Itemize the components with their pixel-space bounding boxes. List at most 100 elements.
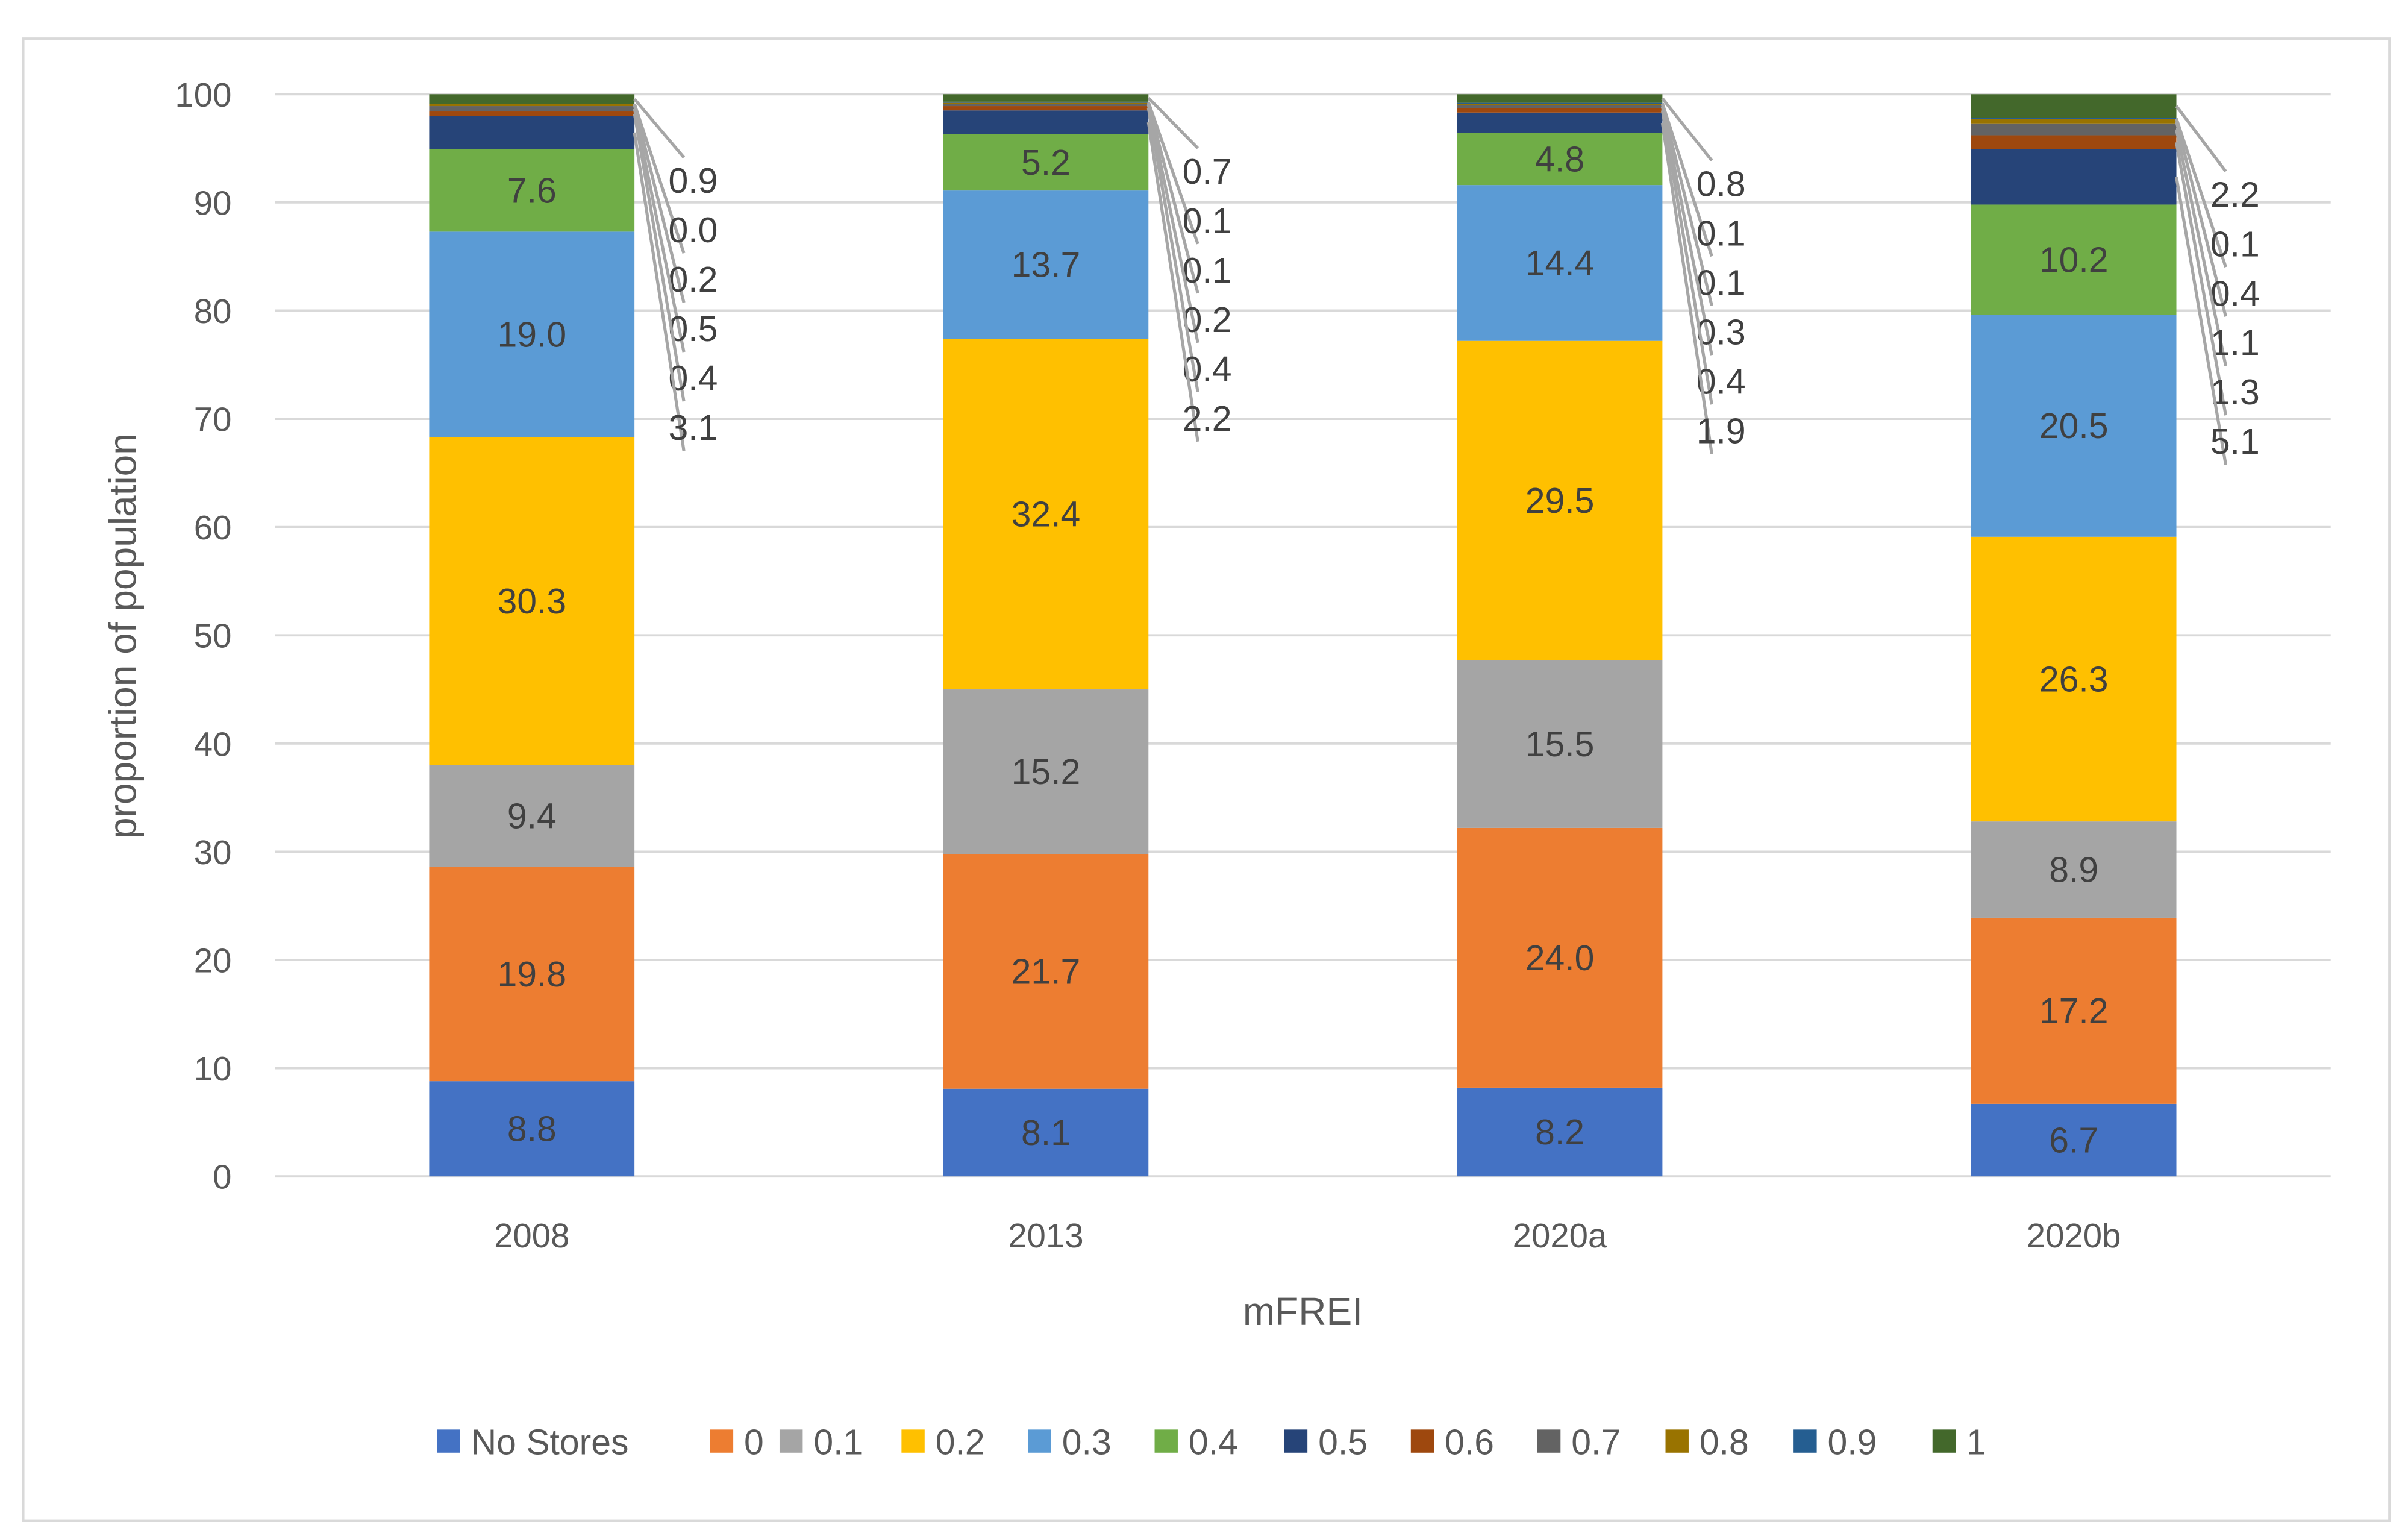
legend-label: 0.4 [1189, 1423, 1238, 1462]
legend-swatch [1028, 1429, 1051, 1453]
data-label: 5.2 [1021, 143, 1071, 183]
bar-segment-0.1 [1971, 821, 2177, 918]
data-label: 0.7 [1183, 152, 1232, 192]
legend-item-0.4: 0.4 [1154, 1423, 1238, 1462]
legend-label: 1 [1966, 1423, 1986, 1462]
x-tick-label: 2020a [1513, 1217, 1607, 1255]
y-tick-label: 90 [194, 184, 232, 222]
data-label: 1.9 [1697, 412, 1746, 451]
bar-segment-0.7 [943, 104, 1149, 107]
legend-item-no-stores: No Stores [437, 1423, 629, 1462]
legend-item-0.5: 0.5 [1284, 1423, 1368, 1462]
data-label: 30.3 [497, 582, 566, 621]
y-tick-label: 50 [194, 617, 232, 655]
legend-label: 0.8 [1700, 1423, 1749, 1462]
y-tick-label: 70 [194, 401, 232, 439]
bar-segment-0.8 [1971, 119, 2177, 124]
legend-label: 0.1 [813, 1423, 863, 1462]
data-label: 32.4 [1012, 495, 1081, 535]
bar-segment-0.1 [943, 689, 1149, 854]
data-label: 29.5 [1525, 481, 1595, 521]
bar-segment-0.2 [1457, 340, 1663, 660]
legend-label: 0 [744, 1423, 764, 1462]
bar-segment-0.6 [1971, 135, 2177, 149]
bar-segment-0.5 [1457, 112, 1663, 133]
legend-item-0.3: 0.3 [1028, 1423, 1112, 1462]
leader-line [1146, 102, 1199, 294]
legend-item-0.1: 0.1 [779, 1423, 863, 1462]
legend-label: 0.2 [936, 1423, 985, 1462]
data-label: 26.3 [2039, 660, 2109, 699]
leader-line [1146, 122, 1199, 442]
legend-label: 0.6 [1445, 1423, 1494, 1462]
data-label: 4.8 [1535, 140, 1584, 180]
bar-segment-0.5 [429, 116, 635, 149]
data-label: 0.4 [669, 359, 718, 398]
legend-swatch [1537, 1429, 1561, 1453]
bar-segment-0 [1457, 827, 1663, 1088]
leader-line [2174, 177, 2228, 465]
data-label: 3.1 [669, 409, 718, 448]
bar-segment-0.7 [429, 106, 635, 112]
data-label: 8.8 [507, 1110, 557, 1149]
data-label: 0.4 [2210, 274, 2260, 313]
x-axis-ticks: 2008 2013 2020a 2020b [494, 1217, 2121, 1255]
leader-line [2175, 129, 2228, 366]
x-tick-label: 2013 [1008, 1217, 1083, 1255]
legend-swatch [1410, 1429, 1434, 1453]
data-label: 8.2 [1535, 1113, 1584, 1152]
bar-segment-0.9 [1971, 118, 2177, 119]
leader-line [1660, 102, 1713, 257]
bar-segment-0.5 [1971, 149, 2177, 205]
data-label: 24.0 [1525, 939, 1595, 978]
x-axis-title: mFREI [1243, 1290, 1363, 1333]
legend-swatch [710, 1429, 734, 1453]
data-label: 19.8 [497, 955, 566, 994]
data-label: 14.4 [1525, 244, 1595, 283]
legend-item-0.7: 0.7 [1537, 1423, 1621, 1462]
bar-stack-2013: 8.1 21.7 15.2 32.4 13.7 5.2 0.7 0.1 0.1 0.2 0.4 2.2 [943, 94, 1232, 1177]
y-tick-label: 0 [213, 1158, 231, 1196]
bar-segment-0.2 [943, 339, 1149, 690]
legend-label: 0.7 [1571, 1423, 1621, 1462]
data-label: 0.5 [669, 310, 718, 349]
bar-stack-2020a: 8.2 24.0 15.5 29.5 14.4 4.8 0.8 0.1 0.1 0.3 0.4 1.9 [1457, 94, 1746, 1177]
leader-line [1660, 110, 1713, 405]
bar-segment-0 [943, 854, 1149, 1089]
bar-segment-0 [429, 867, 635, 1082]
leader-line [1147, 96, 1199, 149]
legend-item-1: 1 [1932, 1423, 1986, 1462]
data-label: 0.3 [1697, 313, 1746, 352]
data-label: 20.5 [2039, 407, 2109, 446]
bar-segment-0.3 [943, 190, 1149, 339]
legend: No Stores 0 0.1 0.2 0.3 0.4 0.5 0.6 0.7 0.8 0.9 1 [437, 1423, 1986, 1462]
bar-segment-0.8 [943, 102, 1149, 104]
legend-swatch [779, 1429, 803, 1453]
bar-segment-0.7 [1457, 105, 1663, 108]
leader-line [2175, 118, 2227, 268]
bars: 8.819.89.430.319.07.6 0.90.00.20.50.43.18… [429, 94, 2260, 1177]
data-label: 0.2 [1183, 301, 1232, 340]
bar-segment-0.1 [429, 765, 635, 867]
bar-segment-0.4 [429, 149, 635, 232]
data-label: 15.2 [1012, 753, 1081, 792]
bar-segment-0.4 [1457, 133, 1663, 186]
x-tick-label: 2020b [2027, 1217, 2121, 1255]
y-tick-label: 20 [194, 942, 232, 980]
leader-line [633, 98, 686, 158]
bar-segment-no-stores [1457, 1087, 1663, 1177]
bar-segment-0.6 [1457, 108, 1663, 113]
data-label: 0.1 [1697, 263, 1746, 303]
legend-label: No Stores [471, 1423, 629, 1462]
data-label: 0.4 [1697, 362, 1746, 401]
bar-segment-0.9 [1457, 102, 1663, 104]
data-label: 10.2 [2039, 241, 2109, 280]
bar-segment-0.3 [429, 231, 635, 437]
data-label: 1.1 [2210, 324, 2260, 363]
leader-line [1660, 104, 1713, 306]
leader-line [1661, 97, 1713, 162]
data-label: 17.2 [2039, 992, 2109, 1031]
leader-line [1660, 106, 1713, 356]
bar-segment-0.8 [429, 104, 635, 107]
bar-stack-2008: 8.8 19.8 9.4 30.3 19.0 7.6 0.9 0.0 0.2 0.5 0.4 3.1 [429, 94, 718, 1177]
